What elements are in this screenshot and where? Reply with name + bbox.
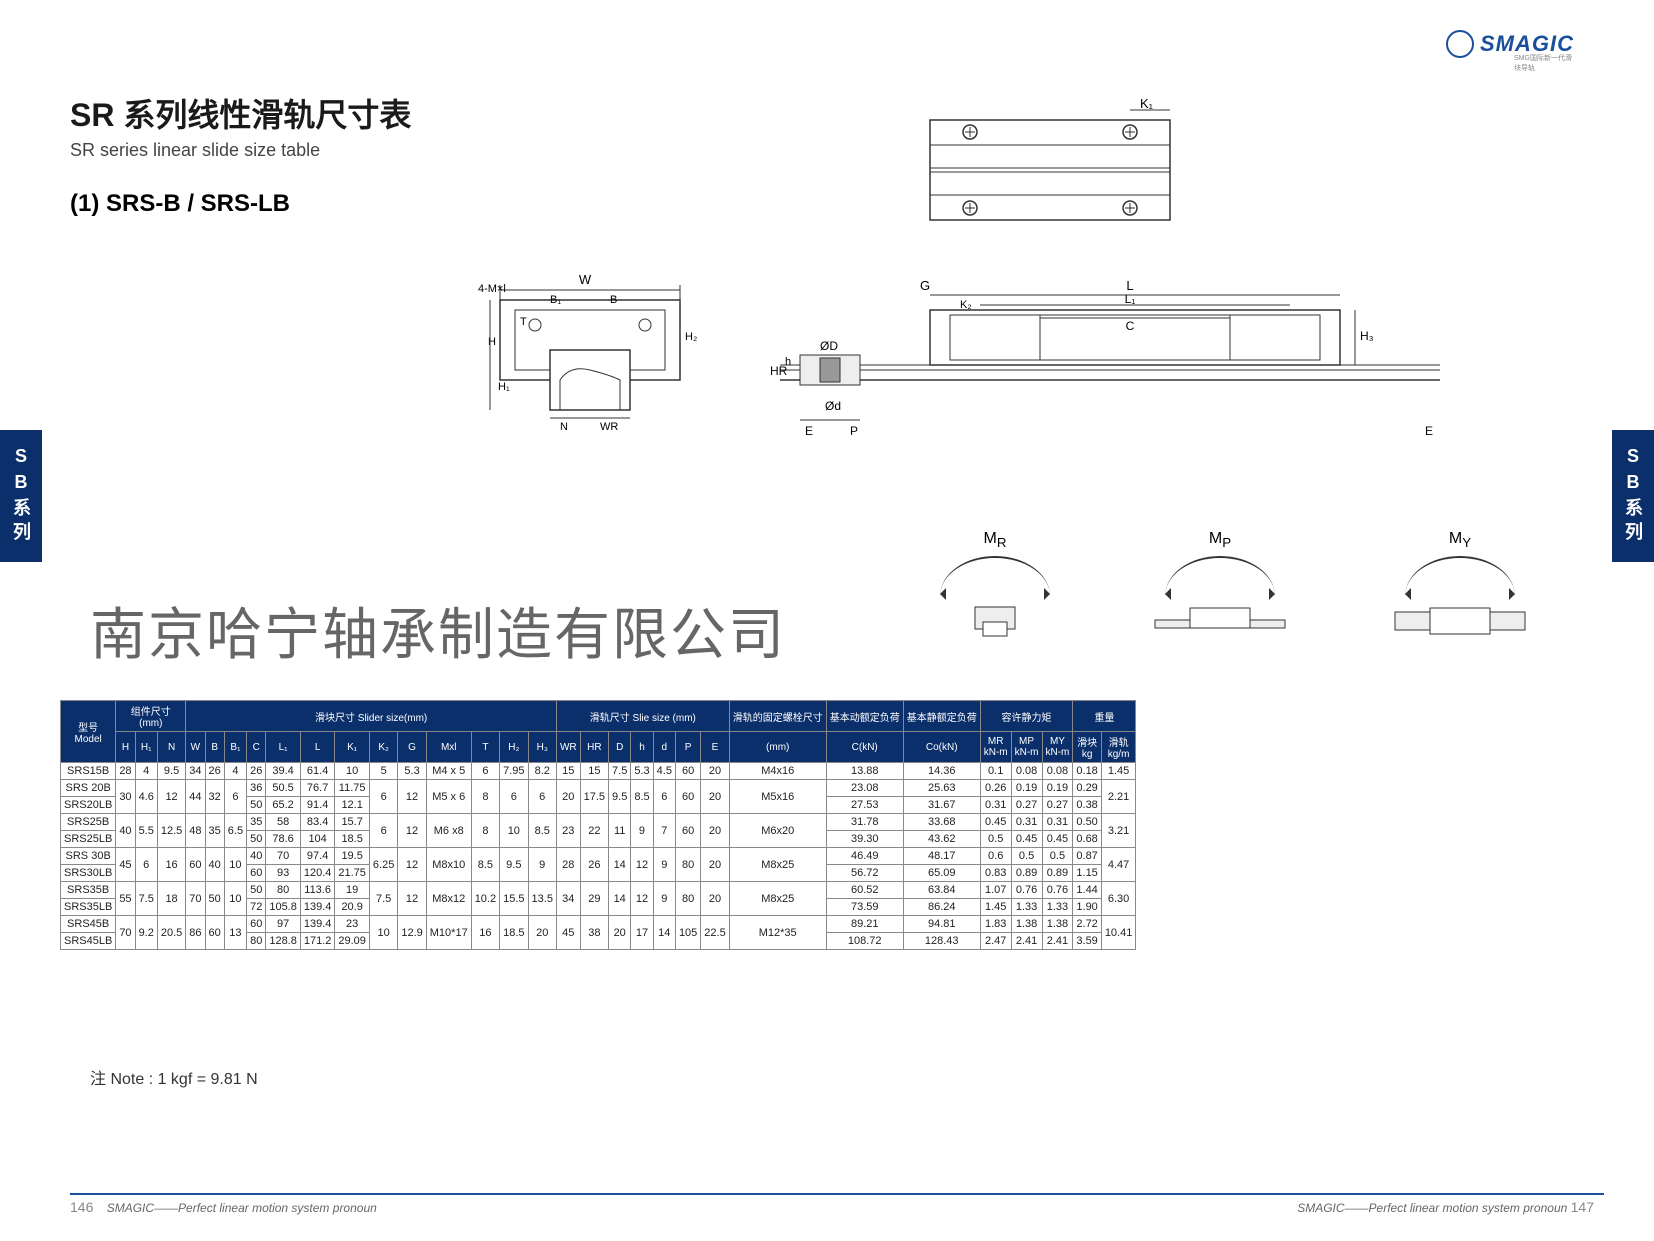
spec-table: 型号 Model 组件尺寸 (mm) 滑块尺寸 Slider size(mm) … <box>60 700 1136 950</box>
svg-text:B: B <box>610 294 617 306</box>
table-row: SRS15B2849.5342642639.461.41055.3M4 x 56… <box>61 763 1136 780</box>
moment-my-sub: Y <box>1462 535 1471 550</box>
svg-text:B₁: B₁ <box>550 294 561 306</box>
moment-my: MY <box>1390 530 1530 642</box>
brand-tagline: SMG国际新一代滑块导轨 <box>1514 53 1574 73</box>
svg-text:H₃: H₃ <box>1360 329 1374 343</box>
svg-text:T: T <box>520 316 527 328</box>
moment-mp-sub: P <box>1222 535 1231 550</box>
top-view-diagram: K₁ <box>880 90 1220 250</box>
svg-text:WR: WR <box>600 421 618 433</box>
footer: 146 SMAGIC——Perfect linear motion system… <box>70 1193 1604 1215</box>
svg-text:L₁: L₁ <box>1125 292 1136 306</box>
table-row: SRS45B709.220.58660136097139.4231012.9M1… <box>61 916 1136 933</box>
moment-mr-sub: R <box>997 535 1007 550</box>
page-title-zh: SR 系列线性滑轨尺寸表 <box>70 90 411 136</box>
table-row: SRS35B557.5187050105080113.6197.512M8x12… <box>61 882 1136 899</box>
svg-text:W: W <box>579 272 592 287</box>
svg-text:K₂: K₂ <box>960 299 972 311</box>
moment-my-sym: M <box>1449 530 1462 547</box>
svg-text:P: P <box>850 424 858 438</box>
svg-text:H: H <box>488 336 496 348</box>
page-subtitle: (1) SRS-B / SRS-LB <box>70 190 290 218</box>
note: 注 Note : 1 kgf = 9.81 N <box>90 1065 258 1089</box>
side-tab-left: SB系列 <box>0 430 42 562</box>
svg-text:H₂: H₂ <box>685 331 697 343</box>
svg-text:h: h <box>785 356 791 368</box>
svg-text:E: E <box>1425 424 1433 438</box>
side-view-diagram: L G L₁ K₂ C ØD Ød HR h E P E H₃ <box>760 250 1460 470</box>
svg-text:Ød: Ød <box>825 399 841 413</box>
front-view-diagram: W B₁ B 4-M×l H H₁ T N WR H₂ <box>460 270 720 490</box>
svg-text:G: G <box>920 278 930 293</box>
svg-text:ØD: ØD <box>820 339 838 353</box>
svg-text:E: E <box>805 424 813 438</box>
moment-mp: MP <box>1150 530 1290 642</box>
diagram-area: W B₁ B 4-M×l H H₁ T N WR H₂ K₁ <box>460 80 1590 510</box>
page-num-left: 146 <box>70 1199 93 1215</box>
moment-mr: MR <box>940 530 1050 642</box>
svg-text:C: C <box>1126 319 1135 333</box>
svg-text:N: N <box>560 421 568 433</box>
company-watermark: 南京哈宁轴承制造有限公司 <box>90 590 786 671</box>
moment-mr-sym: M <box>984 530 997 547</box>
side-tab-right: SB系列 <box>1612 430 1654 562</box>
table-row: SRS 20B304.612443263650.576.711.75612M5 … <box>61 780 1136 797</box>
page-num-right: 147 <box>1571 1199 1594 1215</box>
moment-mp-sym: M <box>1209 530 1222 547</box>
brand-logo: SMAGIC SMG国际新一代滑块导轨 <box>1446 30 1574 58</box>
moment-mp-icon <box>1150 602 1290 642</box>
footer-text-left: SMAGIC——Perfect linear motion system pro… <box>107 1201 377 1215</box>
moment-icons: MR MP MY <box>940 530 1530 642</box>
footer-text-right: SMAGIC——Perfect linear motion system pro… <box>1297 1201 1567 1215</box>
table-row: SRS 30B45616604010407097.419.56.2512M8x1… <box>61 848 1136 865</box>
moment-mr-icon <box>965 602 1025 642</box>
svg-text:L: L <box>1126 278 1133 293</box>
svg-text:H₁: H₁ <box>498 381 510 393</box>
table-row: SRS25B405.512.548356.5355883.415.7612M6 … <box>61 814 1136 831</box>
svg-text:K₁: K₁ <box>1140 96 1154 111</box>
moment-my-icon <box>1390 602 1530 642</box>
logo-icon <box>1446 30 1474 58</box>
page-title-en: SR series linear slide size table <box>70 140 411 161</box>
svg-text:4-M×l: 4-M×l <box>478 283 506 295</box>
